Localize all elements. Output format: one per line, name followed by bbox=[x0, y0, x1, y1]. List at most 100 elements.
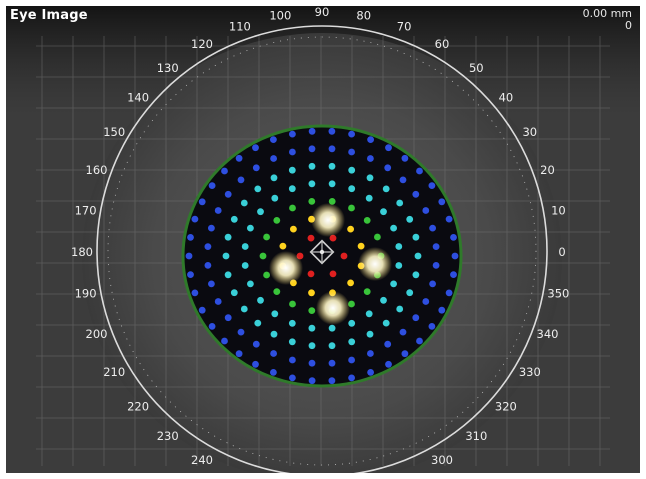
placido-dot bbox=[348, 130, 355, 138]
placido-dot bbox=[252, 360, 259, 368]
placido-dot bbox=[412, 271, 420, 279]
angle-label-330: 330 bbox=[519, 365, 541, 379]
placido-dot bbox=[406, 289, 414, 297]
placido-dot bbox=[348, 319, 356, 327]
angle-label-230: 230 bbox=[157, 429, 179, 443]
placido-dot bbox=[367, 369, 374, 376]
angle-label-0: 0 bbox=[558, 245, 565, 259]
placido-dot bbox=[230, 289, 238, 297]
placido-dot bbox=[257, 296, 264, 304]
placido-dot bbox=[348, 356, 355, 364]
placido-dot bbox=[416, 167, 423, 175]
angle-label-90: 90 bbox=[315, 6, 330, 19]
placido-dot bbox=[367, 155, 374, 162]
placido-dot bbox=[445, 289, 453, 297]
placido-dot bbox=[382, 185, 390, 193]
angle-label-290: 290 bbox=[393, 471, 415, 474]
angle-label-180: 180 bbox=[71, 245, 93, 259]
placido-dot bbox=[429, 224, 436, 232]
placido-dot bbox=[347, 225, 354, 233]
placido-dot bbox=[328, 377, 336, 385]
eye-image-viewer[interactable]: 0 10 20 30 40 50 60 70 80 90 100 110 120 130 140 150 160… bbox=[6, 6, 640, 473]
placido-dot bbox=[247, 224, 254, 232]
placido-dot bbox=[380, 208, 387, 216]
placido-dot bbox=[340, 252, 348, 260]
light-reflection-icon bbox=[269, 203, 392, 325]
placido-dot bbox=[263, 271, 270, 279]
crosshair-diamond-icon[interactable] bbox=[309, 239, 335, 265]
placido-dot bbox=[224, 233, 232, 241]
angle-label-170: 170 bbox=[75, 203, 97, 217]
placido-dot bbox=[329, 270, 337, 278]
angle-label-60: 60 bbox=[435, 37, 450, 51]
placido-dot bbox=[187, 271, 194, 278]
placido-dot bbox=[224, 271, 232, 279]
placido-dot bbox=[365, 310, 373, 318]
placido-dot bbox=[307, 270, 315, 278]
angle-label-20: 20 bbox=[540, 163, 555, 177]
placido-dot bbox=[428, 323, 436, 330]
angle-label-160: 160 bbox=[86, 163, 108, 177]
placido-dot bbox=[308, 342, 316, 350]
placido-dot bbox=[252, 164, 260, 172]
angle-label-40: 40 bbox=[499, 91, 514, 105]
placido-dot bbox=[235, 350, 243, 358]
placido-dot bbox=[348, 338, 356, 346]
placido-dot bbox=[270, 350, 277, 357]
placido-dot bbox=[328, 198, 336, 205]
placido-dot bbox=[224, 314, 232, 322]
placido-dot bbox=[363, 288, 371, 295]
placido-dot bbox=[412, 190, 420, 198]
placido-dot bbox=[257, 208, 264, 216]
placido-dot bbox=[270, 136, 277, 144]
placido-dot bbox=[221, 337, 228, 345]
placido-dot bbox=[237, 176, 245, 184]
placido-dot bbox=[416, 337, 423, 345]
placido-dot bbox=[401, 154, 409, 162]
placido-dot bbox=[401, 350, 409, 358]
placido-dot bbox=[414, 252, 422, 260]
placido-dot bbox=[187, 234, 194, 241]
placido-dot bbox=[214, 207, 222, 214]
placido-dot bbox=[366, 330, 374, 338]
placido-dot bbox=[289, 356, 296, 364]
angle-label-200: 200 bbox=[86, 327, 108, 341]
placido-dot bbox=[422, 298, 430, 305]
limbus-ring[interactable] bbox=[96, 25, 548, 473]
angle-label-10: 10 bbox=[551, 203, 566, 217]
placido-dot bbox=[328, 324, 336, 332]
placido-dot bbox=[288, 338, 296, 346]
placido-dot bbox=[399, 176, 407, 184]
placido-dot bbox=[241, 262, 249, 269]
placido-dot bbox=[273, 288, 281, 295]
placido-dot bbox=[395, 262, 403, 269]
angle-label-320: 320 bbox=[495, 399, 517, 413]
placido-dot bbox=[230, 215, 238, 223]
placido-dot bbox=[384, 340, 392, 348]
placido-dot bbox=[241, 243, 249, 250]
placido-dot bbox=[208, 182, 216, 190]
angle-label-80: 80 bbox=[356, 9, 371, 23]
placido-dot bbox=[357, 242, 365, 250]
placido-dot bbox=[204, 262, 212, 269]
angle-offset-value: 0 bbox=[625, 19, 632, 32]
placido-dot bbox=[252, 144, 259, 152]
placido-dot bbox=[224, 190, 232, 198]
placido-dot bbox=[204, 243, 212, 251]
placido-dot bbox=[308, 289, 315, 297]
placido-dot bbox=[307, 234, 315, 242]
placido-dot bbox=[428, 182, 436, 190]
placido-dot bbox=[347, 279, 354, 287]
placido-dot bbox=[328, 180, 336, 188]
placido-dot bbox=[289, 374, 296, 382]
placido-dot bbox=[429, 280, 436, 288]
placido-dot bbox=[240, 305, 248, 313]
placido-dot bbox=[348, 374, 355, 382]
placido-dot bbox=[390, 280, 397, 288]
placido-dot bbox=[214, 298, 222, 305]
placido-dot bbox=[271, 194, 279, 202]
placido-dot bbox=[348, 148, 355, 156]
placido-dot bbox=[374, 233, 381, 241]
placido-dot bbox=[438, 198, 446, 206]
placido-dot bbox=[450, 271, 457, 278]
